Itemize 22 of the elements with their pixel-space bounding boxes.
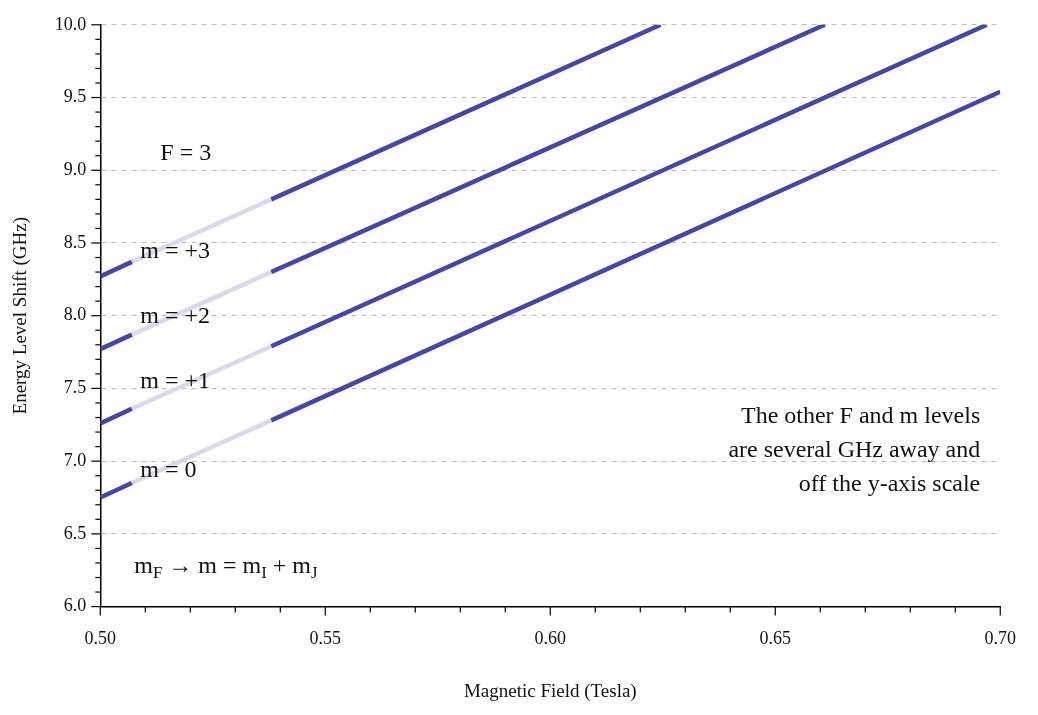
x-axis-title: Magnetic Field (Tesla): [463, 679, 637, 702]
y-tick-label: 6.5: [63, 522, 87, 543]
annotation: The other F and m levels are several GHz away and off the y-axis scale: [728, 402, 981, 497]
y-tick-label: 9.5: [63, 86, 87, 107]
annotation: F = 3: [160, 139, 212, 166]
y-axis-title: Energy Level Shift (GHz): [9, 216, 32, 415]
annotation: m = 0: [140, 456, 197, 483]
y-tick-label: 10.0: [54, 13, 87, 34]
y-tick-label: 7.5: [63, 377, 87, 398]
y-tick-label: 9.0: [63, 158, 87, 179]
annotation: m = +2: [140, 302, 211, 329]
x-tick-label: 0.50: [84, 628, 117, 649]
annotation: m = +1: [140, 367, 211, 394]
y-tick-label: 8.5: [63, 231, 87, 252]
x-tick-label: 0.60: [534, 628, 567, 649]
x-tick-label: 0.70: [984, 628, 1016, 649]
annotation: m = +3: [140, 237, 211, 264]
x-tick-label: 0.55: [309, 628, 342, 649]
y-tick-label: 6.0: [63, 595, 87, 616]
x-tick-label: 0.65: [759, 628, 792, 649]
y-tick-label: 8.0: [63, 304, 87, 325]
y-tick-label: 7.0: [63, 449, 87, 470]
